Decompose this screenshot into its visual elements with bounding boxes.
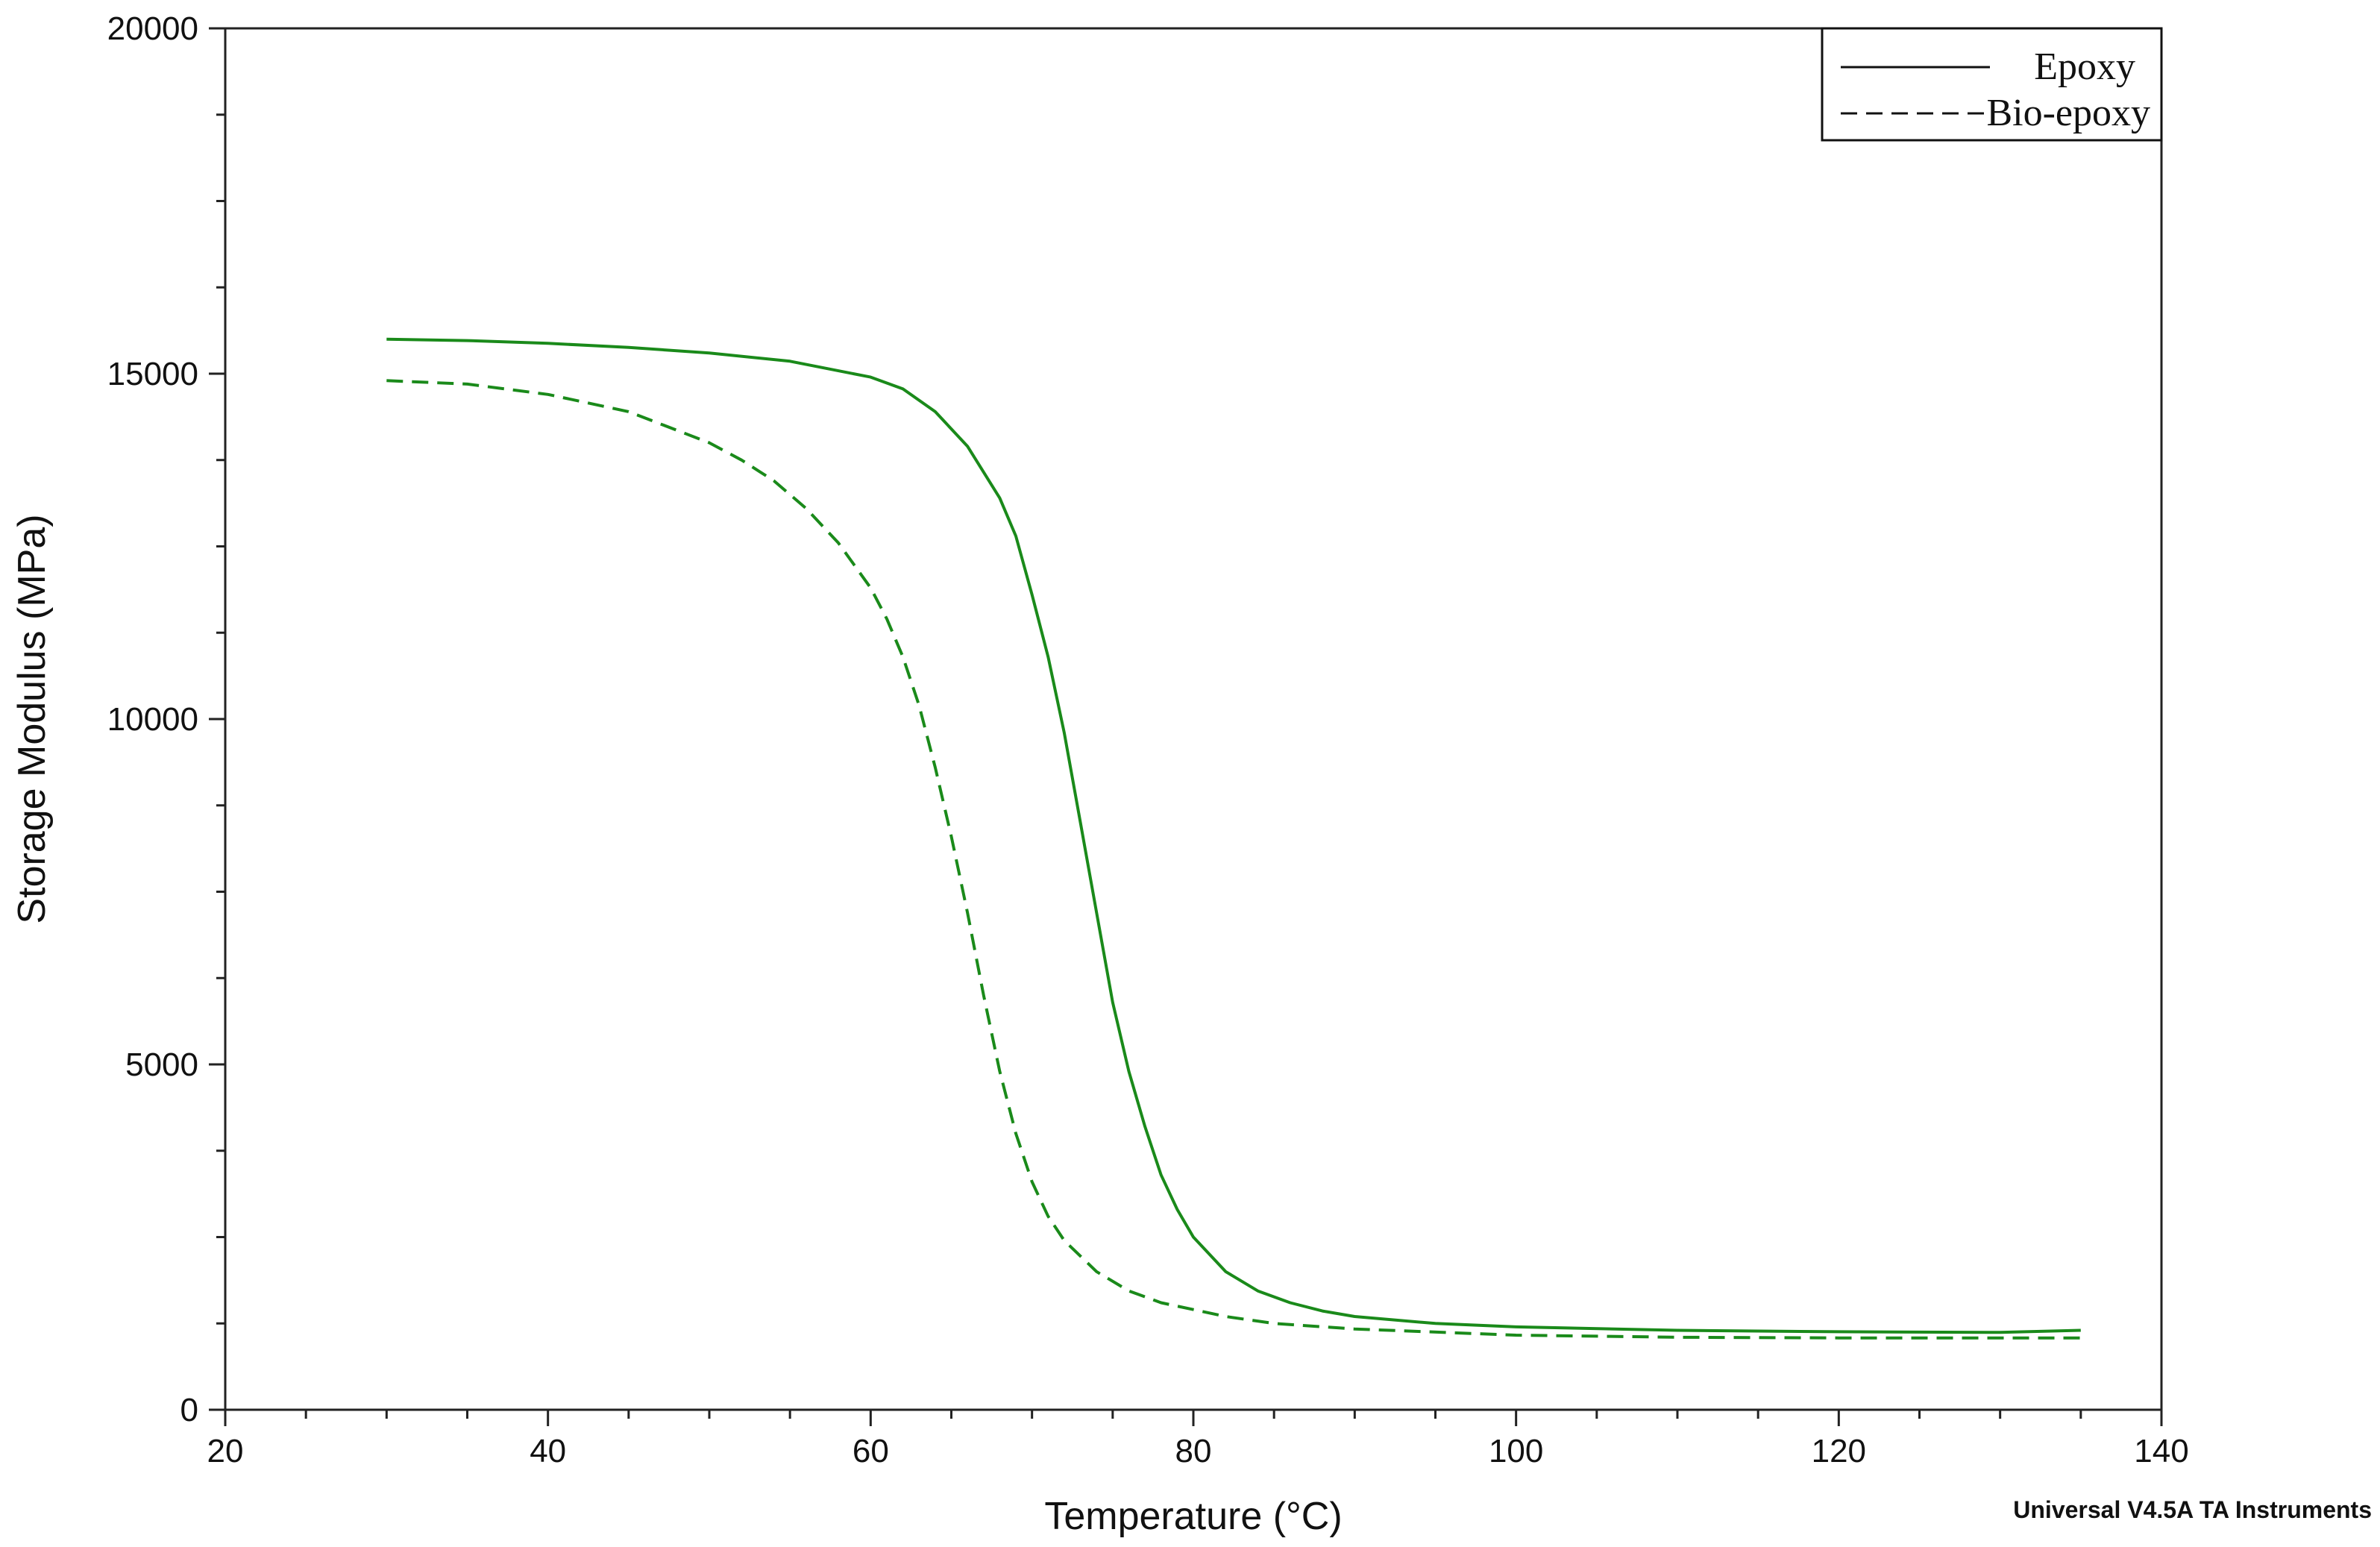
series-line-epoxy — [386, 337, 2081, 1334]
x-tick-label: 120 — [1812, 1433, 1866, 1469]
x-tick-label: 100 — [1489, 1433, 1543, 1469]
instrument-annotation: Universal V4.5A TA Instruments — [2013, 1496, 2372, 1523]
x-tick-label: 20 — [207, 1433, 244, 1469]
plot-frame — [224, 27, 2163, 1411]
legend-box — [1821, 27, 2163, 142]
series-line-bio-epoxy — [386, 379, 2081, 1340]
y-tick-label: 5000 — [125, 1046, 198, 1083]
y-tick-label: 10000 — [107, 701, 198, 738]
y-tick-label: 20000 — [107, 10, 198, 47]
y-tick-label: 15000 — [107, 356, 198, 392]
y-axis-title: Storage Modulus (MPa) — [10, 514, 54, 923]
x-tick-label: 140 — [2134, 1433, 2188, 1469]
y-tick-label: 0 — [180, 1392, 198, 1428]
axis-layer: 20 40 60 80 100 120 140 0 5000 10000 15000 20000 — [107, 10, 2189, 1469]
x-tick-label: 40 — [530, 1433, 566, 1469]
x-axis-title: Temperature (°C) — [1044, 1495, 1342, 1538]
x-tick-label: 80 — [1175, 1433, 1212, 1469]
plot-layer — [386, 337, 2081, 1340]
legend-label: Bio-epoxy — [1986, 92, 2150, 134]
x-tick-label: 60 — [853, 1433, 889, 1469]
legend-label: Epoxy — [2034, 46, 2135, 88]
